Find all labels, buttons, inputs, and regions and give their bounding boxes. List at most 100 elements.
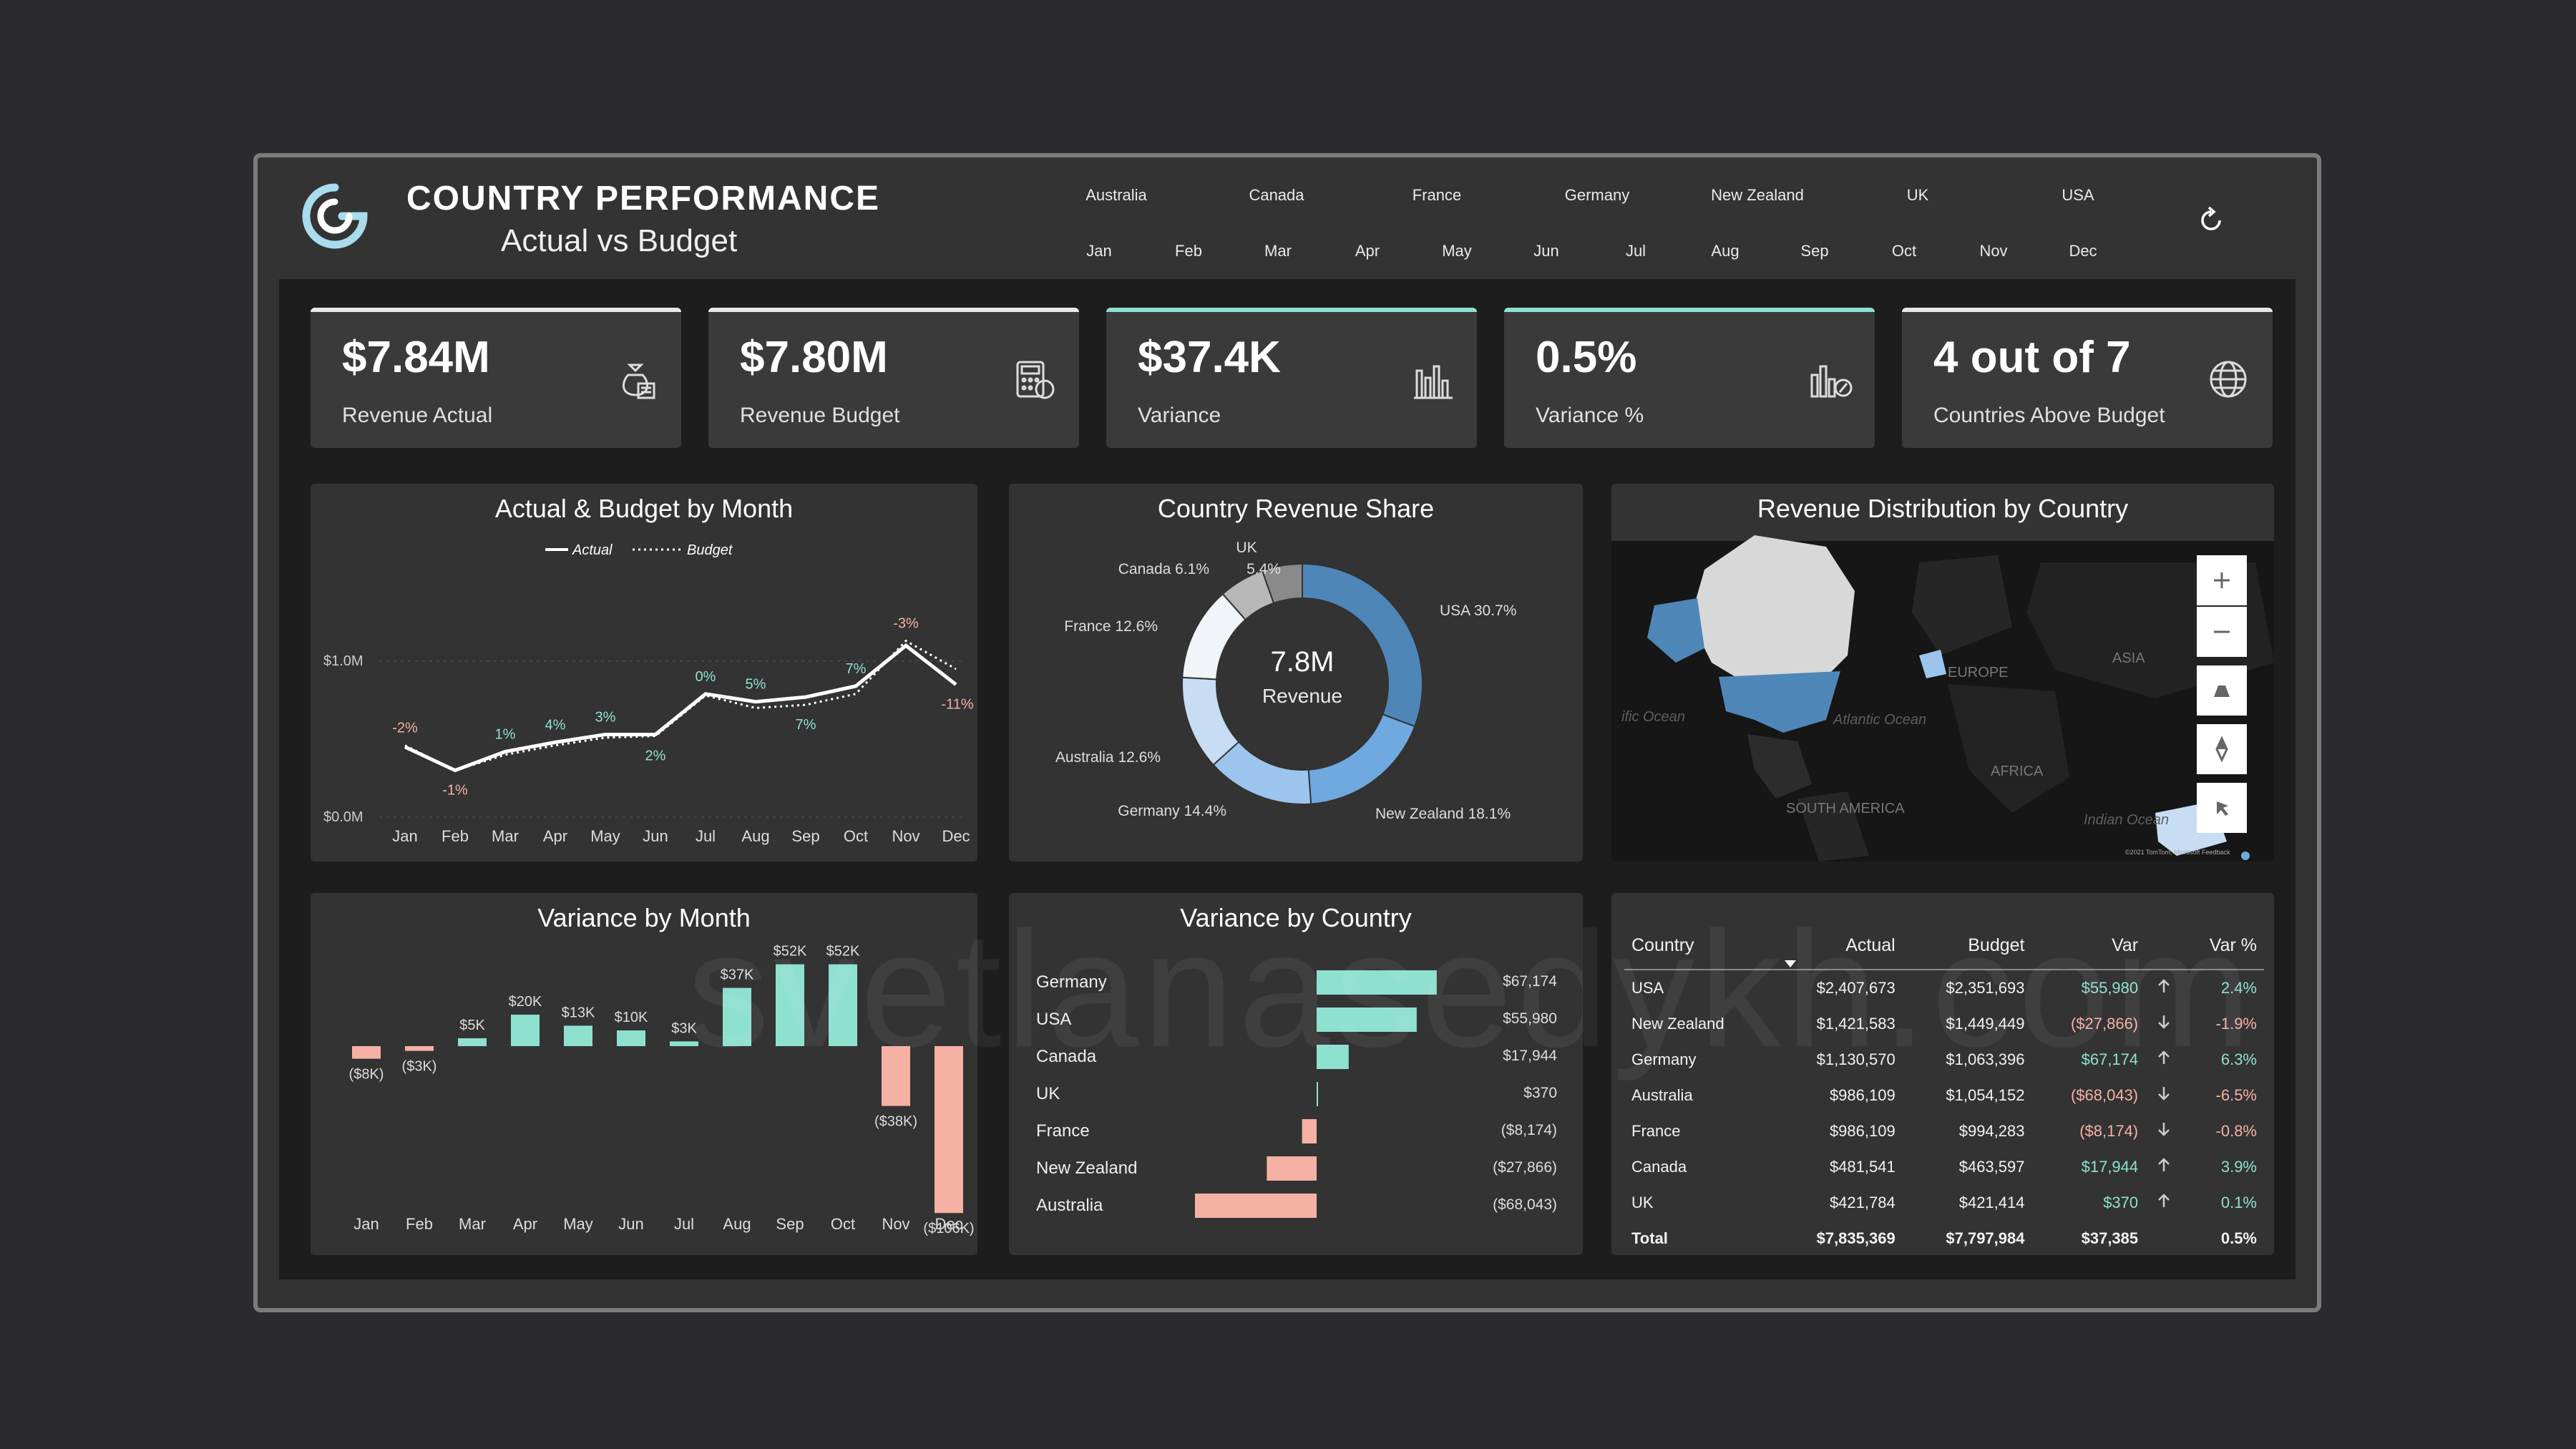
budget-series-line[interactable] bbox=[404, 639, 957, 772]
column-header-var[interactable]: Var bbox=[2112, 935, 2139, 955]
variance-country-bar[interactable] bbox=[1317, 1082, 1318, 1106]
map-canada[interactable] bbox=[1690, 535, 1855, 688]
variance-bar[interactable] bbox=[405, 1046, 434, 1051]
column-header-var-pct[interactable]: Var % bbox=[2209, 935, 2257, 955]
variance-data-label: 7% bbox=[796, 717, 816, 733]
x-tick-label: Sep bbox=[791, 827, 819, 845]
variance-bar[interactable] bbox=[670, 1041, 698, 1046]
variance-country-bar[interactable] bbox=[1267, 1156, 1317, 1181]
variance-month-chart[interactable]: ($8K) Jan ($3K) Feb $5K Mar $20K Apr $13K May $10K… bbox=[311, 893, 977, 1255]
x-tick-label: Nov bbox=[882, 1215, 909, 1233]
map-new-zealand[interactable] bbox=[2241, 852, 2250, 860]
x-tick-label: Oct bbox=[831, 1215, 855, 1233]
map-tilt-button[interactable] bbox=[2197, 665, 2247, 716]
monthly-line-chart[interactable]: Actual Budget $1.0M $0.0M -2% -1% 1% 4% 3% 2%… bbox=[311, 484, 977, 862]
country-slicer-item[interactable]: Canada bbox=[1249, 186, 1304, 204]
month-slicer-item[interactable]: Sep bbox=[1800, 242, 1829, 260]
dashboard-frame: COUNTRY PERFORMANCE Actual vs Budget Aus… bbox=[253, 153, 2321, 1312]
country-table: Country Actual Budget Var Var % USA $2,40… bbox=[1624, 922, 2264, 1257]
cell-country: Australia bbox=[1631, 1086, 1693, 1104]
cell-var: ($8,174) bbox=[2079, 1122, 2139, 1140]
x-tick-label: Feb bbox=[441, 827, 469, 845]
month-slicer-item[interactable]: Jun bbox=[1533, 242, 1559, 260]
bar-data-label: $17,944 bbox=[1503, 1048, 1557, 1064]
revenue-share-donut[interactable]: 7.8M Revenue USA 30.7% New Zealand 18.1% G… bbox=[1009, 484, 1583, 862]
variance-bar[interactable] bbox=[564, 1025, 592, 1046]
share-chart-panel: Country Revenue Share 7.8M Revenue USA 3… bbox=[1009, 484, 1583, 862]
variance-country-chart[interactable]: Germany $67,174 USA $55,980 Canada $17,944 UK $… bbox=[1009, 893, 1583, 1255]
logo-icon bbox=[302, 183, 368, 249]
table-row[interactable]: Germany $1,130,570 $1,063,396 $67,174 6.3% bbox=[1624, 1042, 2264, 1078]
kpi-variance: $37.4K Variance bbox=[1106, 308, 1477, 448]
month-slicer-item[interactable]: Feb bbox=[1175, 242, 1202, 260]
variance-country-bar[interactable] bbox=[1317, 970, 1437, 995]
country-label: Canada bbox=[1036, 1047, 1097, 1066]
column-header-budget[interactable]: Budget bbox=[1968, 935, 2025, 955]
month-slicer-item[interactable]: Jul bbox=[1625, 242, 1646, 260]
variance-bar[interactable] bbox=[723, 987, 751, 1046]
map-label: SOUTH AMERICA bbox=[1786, 801, 1905, 816]
table-row[interactable]: UK $421,784 $421,414 $370 0.1% bbox=[1624, 1185, 2264, 1221]
column-header-actual[interactable]: Actual bbox=[1845, 935, 1896, 955]
variance-bar[interactable] bbox=[352, 1046, 381, 1059]
country-slicer-item[interactable]: Australia bbox=[1085, 186, 1147, 204]
map-zoom-in-button[interactable] bbox=[2197, 555, 2247, 605]
month-slicer-item[interactable]: Mar bbox=[1264, 242, 1292, 260]
donut-slice[interactable] bbox=[1302, 562, 1423, 728]
cell-country: France bbox=[1631, 1122, 1681, 1140]
month-slicer-item[interactable]: Jan bbox=[1086, 242, 1112, 260]
table-row[interactable]: Canada $481,541 $463,597 $17,944 3.9% bbox=[1624, 1149, 2264, 1185]
table-total-row[interactable]: Total $7,835,369 $7,797,984 $37,385 0.5% bbox=[1624, 1221, 2264, 1257]
bar-data-label: $10K bbox=[615, 1010, 648, 1025]
map-alaska[interactable] bbox=[1647, 598, 1704, 663]
country-slicer-item[interactable]: France bbox=[1412, 186, 1462, 204]
table-row[interactable]: Australia $986,109 $1,054,152 ($68,043) -6.5… bbox=[1624, 1078, 2264, 1113]
variance-country-bar[interactable] bbox=[1317, 1045, 1349, 1069]
variance-bar[interactable] bbox=[511, 1015, 540, 1046]
kpi-label: Revenue Actual bbox=[342, 404, 493, 427]
map-select-button[interactable] bbox=[2197, 783, 2247, 833]
page-subtitle: Actual vs Budget bbox=[501, 223, 738, 258]
table-row[interactable]: France $986,109 $994,283 ($8,174) -0.8% bbox=[1624, 1113, 2264, 1149]
variance-bar[interactable] bbox=[882, 1046, 910, 1106]
world-map[interactable]: EUROPE ASIA AFRICA SOUTH AMERICA Atlanti… bbox=[1611, 484, 2274, 862]
month-slicer-item[interactable]: Aug bbox=[1711, 242, 1740, 260]
country-slicer-item[interactable]: USA bbox=[2062, 186, 2094, 204]
country-slicer-item[interactable]: UK bbox=[1906, 186, 1929, 204]
donut-slice[interactable] bbox=[1307, 713, 1416, 805]
country-slicer-item[interactable]: Germany bbox=[1564, 186, 1630, 204]
variance-bar[interactable] bbox=[458, 1038, 487, 1046]
map-usa[interactable] bbox=[1719, 671, 1840, 733]
actual-series-line[interactable] bbox=[404, 643, 957, 773]
map-europe-countries[interactable] bbox=[1919, 650, 1946, 678]
legend-budget: Budget bbox=[687, 542, 733, 558]
cell-country: Total bbox=[1631, 1229, 1668, 1247]
bar-data-label: ($68,043) bbox=[1493, 1196, 1557, 1213]
map-zoom-out-button[interactable] bbox=[2197, 607, 2247, 657]
variance-data-label: 0% bbox=[696, 669, 716, 685]
sort-descending-icon[interactable] bbox=[1783, 959, 1797, 969]
variance-bar[interactable] bbox=[617, 1030, 645, 1046]
country-table-panel: Country Actual Budget Var Var % USA $2,40… bbox=[1611, 893, 2274, 1255]
variance-country-bar[interactable] bbox=[1317, 1008, 1417, 1032]
variance-country-bar[interactable] bbox=[1302, 1119, 1317, 1143]
kpi-label: Variance bbox=[1138, 404, 1221, 427]
table-row[interactable]: New Zealand $1,421,583 $1,449,449 ($27,866)… bbox=[1624, 1006, 2264, 1042]
variance-bar[interactable] bbox=[829, 964, 857, 1046]
table-row[interactable]: USA $2,407,673 $2,351,693 $55,980 2.4% bbox=[1624, 970, 2264, 1006]
month-slicer-item[interactable]: Nov bbox=[1979, 242, 2008, 260]
variance-bar[interactable] bbox=[776, 964, 804, 1046]
reset-icon[interactable] bbox=[2195, 205, 2227, 236]
month-slicer-item[interactable]: Dec bbox=[2069, 242, 2097, 260]
donut-slice[interactable] bbox=[1261, 562, 1303, 605]
globe-icon bbox=[2210, 361, 2247, 398]
variance-bar[interactable] bbox=[935, 1046, 963, 1214]
month-slicer-item[interactable]: Apr bbox=[1355, 242, 1380, 260]
map-compass-button[interactable] bbox=[2197, 724, 2247, 774]
month-slicer-item[interactable]: May bbox=[1442, 242, 1472, 260]
cell-actual: $1,421,583 bbox=[1816, 1015, 1896, 1033]
variance-country-bar[interactable] bbox=[1195, 1194, 1317, 1218]
column-header-country[interactable]: Country bbox=[1631, 935, 1694, 955]
month-slicer-item[interactable]: Oct bbox=[1891, 242, 1917, 260]
country-slicer-item[interactable]: New Zealand bbox=[1711, 186, 1804, 204]
